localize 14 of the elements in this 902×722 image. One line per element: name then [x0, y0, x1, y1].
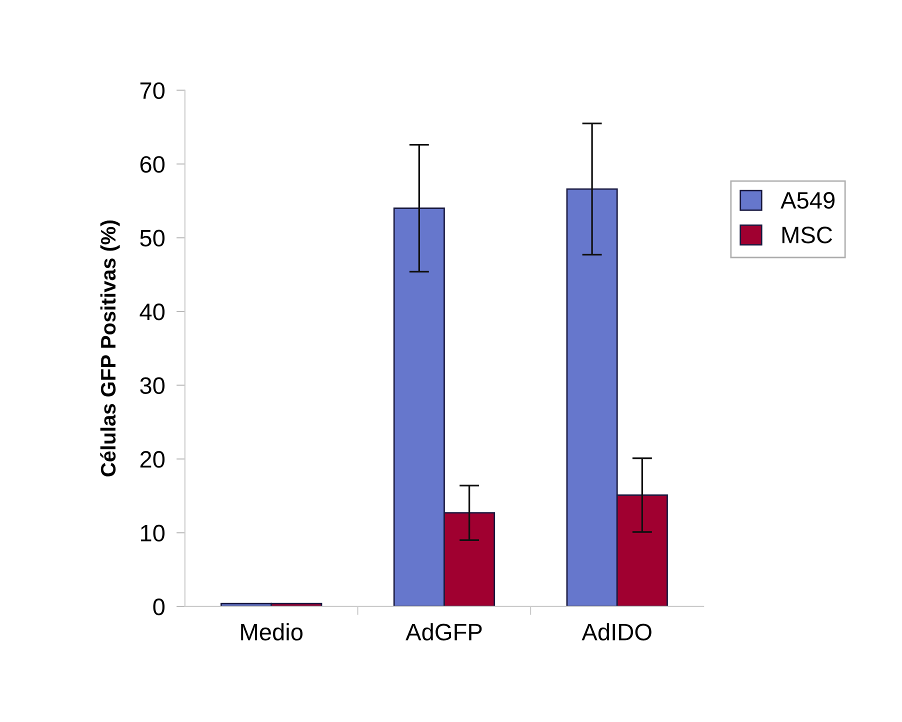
- y-tick-label: 30: [140, 377, 165, 394]
- x-tick-label: AdIDO: [582, 623, 652, 640]
- y-tick-label: 0: [153, 598, 165, 616]
- y-tick-label: 60: [140, 156, 165, 173]
- legend-label: MSC: [782, 226, 832, 244]
- x-tick-label: Medio: [241, 623, 303, 640]
- y-tick-label: 40: [140, 304, 165, 320]
- y-axis-title: Células GFP Positivas (%): [100, 220, 120, 476]
- x-tick-label: AdGFP: [406, 623, 482, 640]
- y-tick-label: 70: [140, 82, 165, 100]
- y-tick-label: 10: [141, 524, 165, 542]
- y-tick-label: 20: [140, 451, 165, 468]
- y-tick-label: 50: [140, 230, 165, 247]
- legend-label: A549: [780, 192, 835, 209]
